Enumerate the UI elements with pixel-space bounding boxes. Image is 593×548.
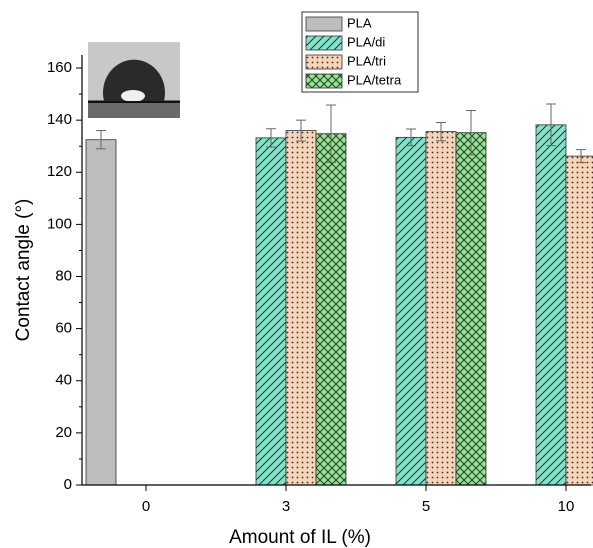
bar bbox=[85, 139, 117, 486]
y-tick-label: 140 bbox=[47, 111, 72, 128]
bar bbox=[535, 124, 567, 486]
error-bar bbox=[96, 130, 106, 150]
photo-surface bbox=[88, 100, 180, 118]
error-bar bbox=[576, 149, 586, 164]
error-bar bbox=[406, 128, 416, 147]
y-tick-label: 100 bbox=[47, 215, 72, 232]
error-bar bbox=[266, 128, 276, 148]
x-tick-label: 10 bbox=[558, 498, 575, 515]
error-bar bbox=[326, 104, 336, 163]
legend-label: PLA/tetra bbox=[347, 72, 402, 87]
photo-baseline bbox=[88, 101, 180, 103]
y-tick-label: 60 bbox=[55, 320, 72, 337]
legend-swatch bbox=[305, 73, 343, 89]
droplet-highlight bbox=[121, 90, 145, 102]
error-bar bbox=[466, 110, 476, 156]
bar bbox=[255, 137, 287, 486]
bar bbox=[425, 131, 457, 486]
legend: PLA PLA/di PLA/tri PLA/tetra bbox=[301, 11, 419, 93]
bar bbox=[285, 130, 317, 486]
error-bar bbox=[436, 121, 446, 142]
y-tick-label: 80 bbox=[55, 267, 72, 284]
y-tick-label: 0 bbox=[64, 476, 72, 493]
bar bbox=[395, 136, 427, 486]
x-tick-label: 5 bbox=[422, 498, 430, 515]
x-axis-title: Amount of IL (%) bbox=[229, 527, 371, 548]
bar bbox=[565, 155, 593, 486]
legend-label: PLA/tri bbox=[347, 53, 386, 68]
y-tick-label: 120 bbox=[47, 163, 72, 180]
legend-swatch bbox=[305, 16, 343, 32]
legend-label: PLA/di bbox=[347, 34, 385, 49]
y-tick-label: 160 bbox=[47, 59, 72, 76]
x-tick-label: 0 bbox=[142, 498, 150, 515]
bar bbox=[315, 133, 347, 486]
y-tick-label: 40 bbox=[55, 372, 72, 389]
y-axis-title: Contact angle (°) bbox=[13, 199, 34, 342]
y-tick-label: 20 bbox=[55, 424, 72, 441]
inset-photo bbox=[88, 42, 180, 118]
error-bar bbox=[296, 119, 306, 142]
droplet bbox=[102, 59, 165, 101]
error-bar bbox=[546, 103, 556, 147]
legend-swatch bbox=[305, 35, 343, 51]
bar bbox=[455, 132, 487, 486]
legend-swatch bbox=[305, 54, 343, 70]
x-tick-label: 3 bbox=[282, 498, 290, 515]
legend-label: PLA bbox=[347, 15, 372, 30]
